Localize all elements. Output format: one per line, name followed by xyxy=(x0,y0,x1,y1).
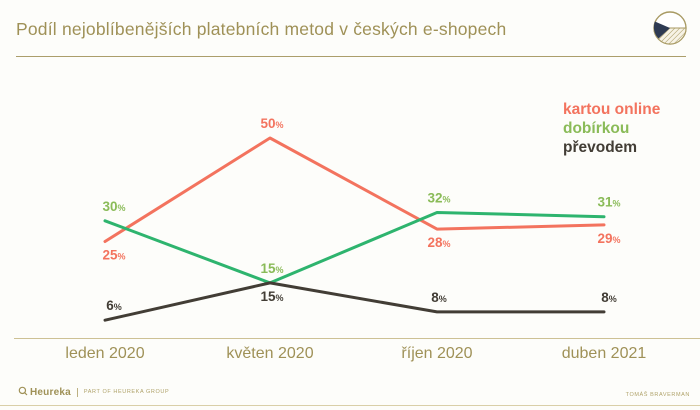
value-label-kartou-online-leden-2020: 25% xyxy=(102,248,125,263)
value-label-dobirkou-leden-2020: 30% xyxy=(102,199,125,214)
chart-legend: kartou online dobírkou převodem xyxy=(563,100,660,157)
page-title: Podíl nejoblíbenějších platebních metod … xyxy=(16,19,507,39)
series-line-kartou-online xyxy=(103,136,606,243)
legend-item-kartou-online: kartou online xyxy=(563,101,661,118)
x-axis-labels: leden 2020 květen 2020 říjen 2020 duben … xyxy=(0,345,700,367)
x-tick-kveten-2020: květen 2020 xyxy=(226,345,314,362)
value-label-kartou-online-rijen-2020: 28% xyxy=(427,235,450,250)
value-label-prevodem-leden-2020: 6% xyxy=(106,298,122,313)
x-tick-duben-2021: duben 2021 xyxy=(561,345,647,362)
footer-brand-name: Heureka xyxy=(30,386,71,398)
footer-divider xyxy=(76,387,78,397)
x-tick-rijen-2020: říjen 2020 xyxy=(401,345,473,362)
value-label-dobirkou-duben-2021: 31% xyxy=(597,195,620,210)
bottom-divider xyxy=(0,405,700,406)
value-label-kartou-online-kveten-2020: 50% xyxy=(260,116,283,131)
value-label-prevodem-kveten-2020: 15% xyxy=(260,289,283,304)
pie-chart-logo-icon xyxy=(650,8,690,48)
series-line-dobirkou xyxy=(103,211,606,285)
value-label-prevodem-rijen-2020: 8% xyxy=(431,290,447,305)
heureka-logo-icon xyxy=(18,383,28,401)
footer-note: TOMÁŠ BRAVERMAN xyxy=(625,392,690,398)
legend-item-prevodem: převodem xyxy=(563,139,638,156)
footer-brand-suffix: PART OF HEUREKA GROUP xyxy=(83,389,170,395)
legend-item-dobirkou: dobírkou xyxy=(563,120,630,137)
x-tick-leden-2020: leden 2020 xyxy=(65,345,145,362)
series-line-prevodem xyxy=(103,281,606,322)
value-label-prevodem-duben-2021: 8% xyxy=(601,290,617,305)
x-axis-line xyxy=(14,338,700,339)
value-label-dobirkou-rijen-2020: 32% xyxy=(427,191,450,206)
title-divider xyxy=(16,56,686,57)
footer-brand: Heureka PART OF HEUREKA GROUP xyxy=(18,383,169,401)
value-label-kartou-online-duben-2021: 29% xyxy=(597,231,620,246)
value-label-dobirkou-kveten-2020: 15% xyxy=(260,261,283,276)
